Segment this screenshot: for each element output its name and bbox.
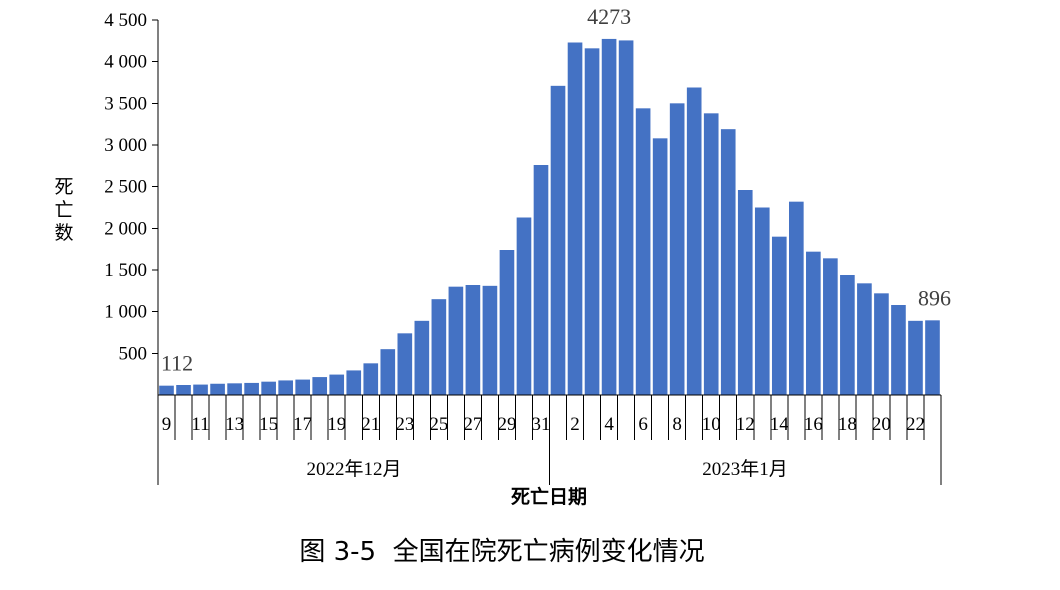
bar <box>482 285 498 395</box>
bar <box>567 42 583 395</box>
y-tick-label: 3 000 <box>104 135 147 156</box>
data-label: 896 <box>918 285 951 310</box>
bar <box>754 207 770 395</box>
bar <box>516 217 532 395</box>
x-tick-label: 20 <box>872 414 891 435</box>
bar <box>193 384 208 395</box>
x-tick-label: 25 <box>429 414 448 435</box>
bar <box>448 286 464 395</box>
bar <box>874 293 889 395</box>
bar <box>499 250 515 395</box>
bar <box>891 305 906 395</box>
bar <box>635 108 651 395</box>
bar <box>380 349 396 395</box>
figure-caption: 图 3-5 全国在院死亡病例变化情况 <box>299 537 704 567</box>
x-tick-label: 29 <box>497 414 516 435</box>
x-tick-label: 16 <box>804 414 823 435</box>
bar <box>312 377 328 395</box>
bar <box>329 374 345 395</box>
bar <box>806 251 821 395</box>
x-axis-title: 死亡日期 <box>511 485 587 508</box>
bar <box>789 201 804 395</box>
x-tick-label: 23 <box>395 414 414 435</box>
x-tick-label: 31 <box>531 414 550 435</box>
bar <box>840 275 855 395</box>
bar <box>465 285 481 395</box>
x-tick-label: 12 <box>736 414 755 435</box>
y-axis-title-char-1: 死 <box>54 176 73 198</box>
bar <box>414 320 430 395</box>
bar <box>823 258 838 395</box>
x-axis: 9 11 13 15 17 19 21 23 25 27 29 31 2 4 6 8 10 12 14 16 18 20 2… <box>157 394 942 485</box>
y-tick-label: 1 000 <box>104 302 147 323</box>
x-tick-label: 6 <box>638 414 648 435</box>
bar <box>397 333 413 395</box>
y-tick-label: 500 <box>119 343 148 364</box>
bar <box>533 165 549 395</box>
bars-group <box>159 38 940 396</box>
bar <box>278 380 293 395</box>
bar <box>703 113 719 395</box>
bar <box>346 370 362 395</box>
y-tick-label: 2 000 <box>104 218 147 239</box>
bar <box>261 381 276 395</box>
x-tick-label: 13 <box>225 414 244 435</box>
data-label: 4273 <box>587 4 631 29</box>
bar <box>771 236 787 395</box>
bar <box>669 103 685 395</box>
x-tick-label: 22 <box>906 414 925 435</box>
bar <box>159 385 174 395</box>
y-tick-label: 4 500 <box>104 10 147 31</box>
data-labels: 112 4273 896 <box>161 4 951 376</box>
x-tick-label: 15 <box>259 414 278 435</box>
x-tick-label: 9 <box>162 414 172 435</box>
month-label-jan-2023: 2023年1月 <box>702 458 788 480</box>
x-tick-label: 4 <box>604 414 614 435</box>
x-tick-label: 21 <box>361 414 380 435</box>
bar <box>720 129 736 396</box>
y-tick-label: 2 500 <box>104 177 147 198</box>
y-tick-label: 3 500 <box>104 93 147 114</box>
x-tick-label: 17 <box>293 414 312 435</box>
bar <box>584 48 600 395</box>
x-tick-label: 2 <box>570 414 580 435</box>
x-tick-label: 27 <box>463 414 482 435</box>
bar <box>652 138 668 395</box>
x-tick-label: 11 <box>191 414 209 435</box>
bar <box>737 190 753 395</box>
bar <box>908 320 923 395</box>
bar <box>601 38 617 396</box>
bar <box>244 382 259 395</box>
x-tick-label: 19 <box>327 414 346 435</box>
bar <box>295 379 311 395</box>
bar <box>925 320 940 395</box>
bar <box>210 383 225 395</box>
y-axis-title-char-3: 数 <box>54 222 73 244</box>
bar <box>857 283 872 395</box>
y-tick-label: 4 000 <box>104 52 147 73</box>
data-label: 112 <box>161 351 193 376</box>
month-label-dec-2022: 2022年12月 <box>306 458 401 480</box>
bar <box>431 299 447 395</box>
bar <box>227 383 242 395</box>
x-tick-label: 14 <box>770 414 790 435</box>
bar <box>176 385 191 395</box>
x-tick-label: 8 <box>672 414 682 435</box>
x-tick-label: 10 <box>702 414 721 435</box>
y-axis: 500 1 000 1 500 2 000 2 500 3 000 3 500 4 000 4 … <box>104 10 159 395</box>
y-axis-title-char-2: 亡 <box>54 199 73 221</box>
x-tick-label: 18 <box>838 414 857 435</box>
bar <box>363 363 379 395</box>
y-tick-label: 1 500 <box>104 260 147 281</box>
bar <box>618 40 634 396</box>
bar <box>686 87 702 395</box>
bar <box>550 85 566 395</box>
